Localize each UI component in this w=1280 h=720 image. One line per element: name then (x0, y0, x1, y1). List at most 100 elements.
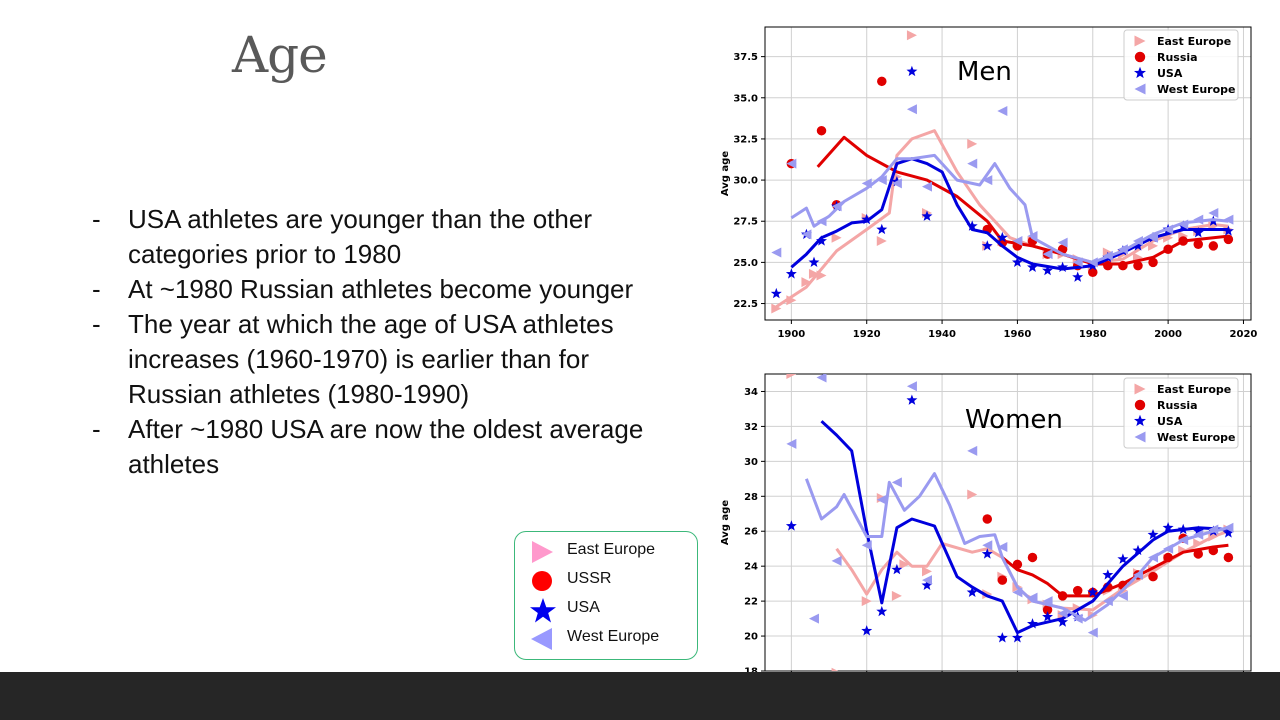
bullet-dash: - (92, 414, 101, 444)
men-point-west (1208, 208, 1219, 219)
men-point-west (922, 181, 932, 192)
women-point-usa (1057, 616, 1069, 627)
men-legend-marker-russia (1134, 51, 1146, 63)
men-point-west (786, 158, 797, 169)
women-point-west (922, 575, 932, 586)
men-legend-label: West Europe (1157, 83, 1236, 96)
women-point-usa (1192, 525, 1204, 536)
men-point-west (1163, 224, 1174, 235)
women-point-west (906, 381, 917, 392)
women-point-usa (891, 563, 903, 575)
bullet-dash: - (92, 309, 101, 339)
women-y-tick-label: 20 (744, 632, 758, 643)
women-point-usa (1132, 544, 1144, 556)
men-point-west (1072, 257, 1083, 268)
women-point-usa (966, 586, 978, 597)
bullet-dash: - (92, 274, 101, 304)
star-icon (530, 598, 556, 623)
women-y-tick-label: 34 (744, 387, 758, 398)
triangle-left-icon (531, 628, 552, 650)
women-legend-marker-russia (1134, 399, 1146, 411)
women-y-tick-label: 24 (744, 562, 758, 573)
women-point-west (1042, 596, 1053, 607)
women-point-usa (981, 548, 993, 559)
legend-label: East Europe (567, 541, 656, 558)
men-chart-svg: 1900 1920 1940 1960 1980 2000 2020 22.5 25.0 27.5… (720, 26, 1257, 340)
men-point-russia (1133, 260, 1143, 271)
men-point-russia (1208, 241, 1219, 251)
women-series-russia (982, 514, 1234, 615)
slide-title: Age (232, 26, 328, 84)
women-point-russia (1208, 545, 1219, 556)
men-point-east (906, 30, 917, 41)
men-legend-marker-east (1134, 35, 1146, 47)
men-trend-line-usa (790, 157, 1229, 271)
women-point-russia (1072, 585, 1083, 596)
women-point-west (1208, 524, 1219, 535)
women-series-usa (785, 394, 1234, 643)
men-point-west (831, 201, 842, 212)
men-plot-area (770, 30, 1234, 314)
men-point-russia (1118, 260, 1128, 271)
women-y-tick-label: 26 (744, 527, 758, 538)
women-point-east (982, 589, 993, 600)
women-chart-svg: 1900192019401960198020002020182022242628… (720, 373, 1257, 691)
men-point-west (1087, 257, 1098, 268)
women-point-russia (1057, 591, 1068, 601)
men-point-west (816, 216, 827, 227)
men-x-tick-label: 1960 (1003, 329, 1031, 340)
men-point-russia (1223, 234, 1234, 245)
women-point-russia (1012, 559, 1023, 570)
men-point-russia (1178, 236, 1188, 246)
men-point-west (997, 105, 1008, 116)
circle-icon (532, 571, 552, 591)
men-point-west (906, 104, 917, 115)
men-x-tick-label: 1920 (853, 329, 881, 340)
men-y-tick-label: 35.0 (733, 93, 758, 104)
slide-legend: East Europe USSR USA West Europe (514, 531, 698, 660)
women-point-usa (1147, 529, 1159, 540)
bullet-text: USA athletes are younger than the other … (128, 204, 592, 269)
men-axes-frame (764, 26, 1252, 321)
men-point-east (1148, 240, 1159, 251)
women-point-west (1193, 529, 1204, 540)
men-point-usa (1042, 264, 1053, 276)
men-legend-marker-west (1134, 83, 1146, 95)
legend-entry-ussr: USSR (515, 567, 697, 595)
men-point-usa (1132, 240, 1144, 251)
women-point-usa (876, 605, 888, 617)
legend-label: West Europe (567, 628, 660, 645)
women-point-west (1012, 587, 1023, 598)
legend-entry-west-europe: West Europe (515, 625, 697, 653)
men-point-west (967, 158, 978, 169)
women-point-west (997, 541, 1008, 552)
men-series-usa (770, 65, 1234, 299)
men-point-west (891, 178, 902, 189)
men-point-west (1012, 235, 1023, 246)
men-point-usa (921, 210, 933, 221)
women-y-tick-label: 30 (744, 457, 758, 468)
women-point-russia (1042, 605, 1053, 615)
women-series-west (786, 374, 1234, 638)
women-legend-label: East Europe (1157, 383, 1231, 396)
men-point-east (831, 232, 842, 243)
men-point-west (1102, 250, 1113, 261)
legend-entry-east-europe: East Europe (515, 538, 697, 566)
women-y-tick-label: 28 (744, 492, 758, 503)
women-point-west (1057, 608, 1068, 619)
women-point-west (1087, 627, 1098, 638)
men-point-russia (1148, 257, 1158, 268)
women-point-russia (1163, 552, 1173, 563)
women-point-west (861, 540, 872, 551)
women-age-chart: 1900192019401960198020002020182022242628… (712, 370, 1262, 696)
women-legend: East Europe Russia USA West Europe (1123, 377, 1239, 449)
women-point-west (1178, 534, 1189, 545)
men-point-usa (1012, 256, 1023, 267)
men-point-west (1117, 244, 1128, 255)
men-y-tick-label: 30.0 (733, 176, 758, 187)
men-point-east (967, 138, 978, 149)
women-point-russia (997, 575, 1008, 585)
women-point-east (922, 566, 932, 577)
women-point-usa (906, 394, 918, 405)
men-point-russia (816, 125, 827, 136)
